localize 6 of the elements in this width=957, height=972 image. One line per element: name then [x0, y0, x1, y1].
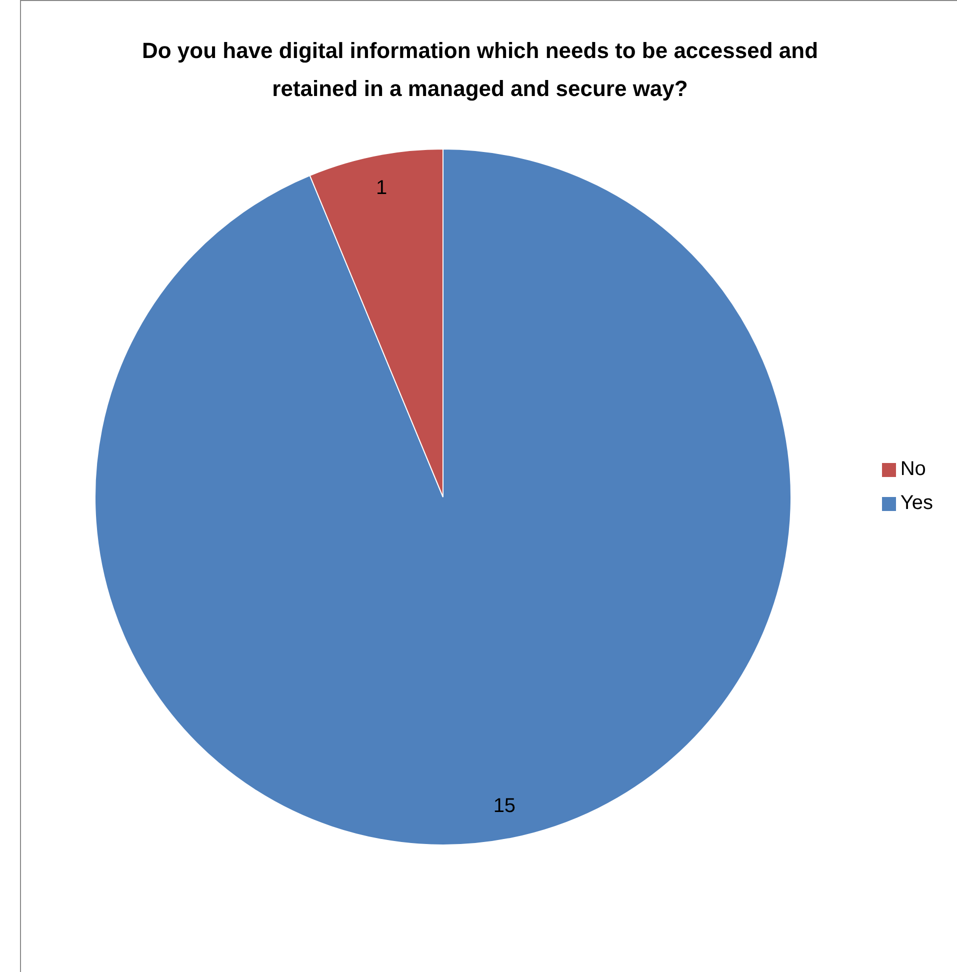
data-label: 15	[493, 794, 516, 817]
legend-label: No	[900, 458, 926, 480]
chart-title: Do you have digital information which needs to be accessed and retained in a managed and secure way?	[140, 37, 820, 103]
data-label: 1	[376, 177, 388, 200]
pie-slice	[94, 148, 792, 845]
legend-label: Yes	[900, 492, 933, 514]
